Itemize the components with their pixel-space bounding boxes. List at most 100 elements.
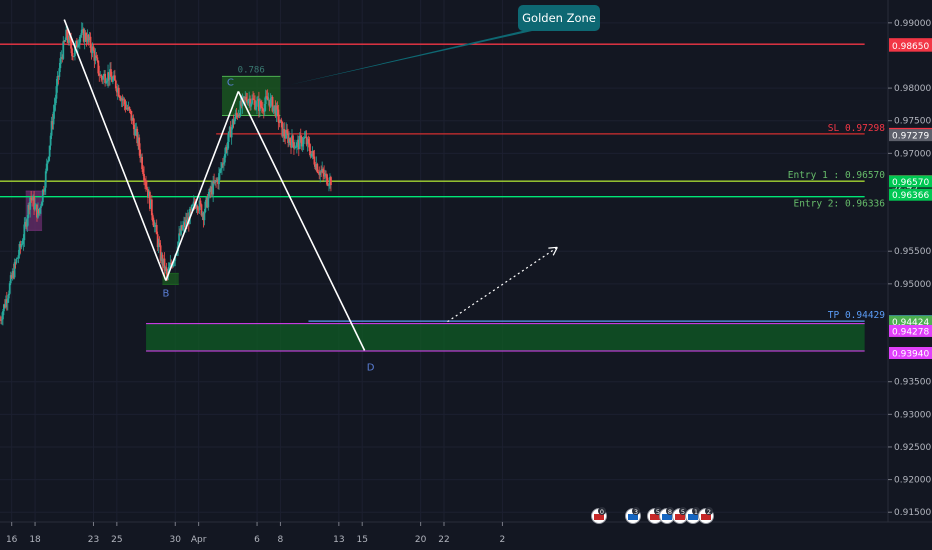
candle-body: [87, 34, 90, 41]
candle-body: [214, 180, 216, 183]
candle-body: [243, 96, 246, 99]
price-level-label: SL 0.97298: [828, 123, 885, 134]
candle-body: [9, 275, 12, 284]
candle-body: [44, 171, 47, 188]
time-tick-label: 25: [111, 535, 122, 545]
candle-body: [29, 197, 32, 210]
candle-body: [290, 141, 292, 148]
price-tag-label: 0.96366: [892, 191, 929, 201]
time-axis[interactable]: 16 18 23 25 30 Apr 6 8 13 15 20 22 2: [0, 521, 932, 550]
event-badge-flag: [688, 514, 698, 520]
candle-body: [125, 107, 128, 110]
candle-body: [30, 197, 33, 199]
candle-body: [105, 82, 107, 84]
candle-body: [64, 39, 67, 42]
candle-body: [262, 110, 265, 112]
candle-body: [315, 164, 318, 170]
candle-body: [204, 201, 207, 213]
candle-body: [316, 164, 319, 173]
candle-body: [65, 29, 68, 40]
candle-body: [86, 34, 89, 42]
candle-body: [2, 311, 4, 320]
candle-body: [257, 99, 259, 101]
event-badge-count: 3: [634, 508, 638, 516]
candle-body: [254, 100, 256, 110]
candle-body: [324, 174, 326, 177]
candle-body: [325, 174, 327, 176]
candle-body: [7, 293, 10, 299]
price-tag-label: 0.98650: [892, 42, 929, 52]
event-badge-count-bg: [598, 507, 606, 515]
price-tick-label: 0.97500: [894, 117, 931, 127]
candle-body: [20, 244, 23, 248]
candle-body: [25, 221, 28, 227]
candle-body: [260, 107, 263, 108]
candle-body: [49, 135, 52, 146]
candle-body: [304, 136, 307, 138]
candle-body: [82, 29, 85, 42]
candle-body: [129, 109, 132, 111]
candle-body: [47, 156, 50, 161]
candle-body: [245, 96, 248, 100]
candle-body: [10, 275, 13, 278]
candle-body: [293, 142, 295, 149]
candle-body: [310, 153, 313, 157]
candle-body: [230, 127, 233, 138]
price-tick-label: 0.91500: [894, 508, 931, 518]
candle-body: [258, 101, 261, 111]
candle-body: [237, 114, 240, 117]
candle-body: [43, 187, 46, 192]
projection-arrow-line: [447, 246, 558, 323]
event-badge-count-bg: [692, 507, 700, 515]
candle-body: [32, 196, 34, 201]
candle-body: [83, 32, 86, 42]
candle-body: [137, 137, 140, 144]
candle-body: [143, 174, 145, 181]
candle-body: [279, 119, 282, 123]
candle-body: [22, 240, 25, 245]
candle-body: [194, 204, 197, 208]
candle-body: [60, 57, 63, 59]
candle-body: [75, 41, 78, 48]
candle-body: [270, 96, 273, 99]
candle-body: [139, 149, 142, 158]
candle-body: [31, 198, 34, 201]
candle-body: [5, 299, 8, 304]
candle-body: [124, 104, 127, 110]
price-tag: [889, 129, 932, 142]
candle-body: [259, 101, 262, 108]
price-axis[interactable]: 0.99000 0.98000 0.97500 0.97000 0.95500 0.950…: [887, 0, 932, 550]
time-axis-bg: [0, 522, 932, 550]
candle-body: [134, 129, 137, 136]
candle-body: [66, 29, 69, 38]
candle-body: [34, 204, 36, 210]
candle-body: [123, 99, 126, 105]
candle-body: [159, 245, 162, 261]
time-tick-label: 8: [278, 535, 284, 545]
pattern-point-label: C: [227, 77, 234, 88]
time-tick-label: 15: [356, 535, 367, 545]
candle-body: [72, 56, 74, 57]
price-tag: [889, 188, 932, 201]
candle-body: [99, 75, 102, 76]
candle-body: [160, 254, 163, 261]
candle-body: [236, 114, 239, 117]
candle-body: [256, 100, 258, 107]
candle-body: [317, 172, 320, 174]
harmonic-pattern: [63, 19, 558, 351]
candle-body: [250, 103, 253, 107]
candle-body: [191, 204, 194, 206]
price-tag-label: 0.94278: [892, 327, 929, 337]
candle-body: [208, 189, 211, 197]
candle-body: [0, 319, 2, 321]
candle-body: [97, 60, 100, 74]
time-tick-label: 22: [438, 535, 449, 545]
candle-body: [119, 97, 122, 101]
price-tag: [889, 39, 932, 52]
candle-body: [148, 191, 151, 209]
candle-body: [242, 96, 245, 98]
candle-body: [147, 189, 149, 198]
price-tag-label: 0.96570: [892, 178, 929, 188]
